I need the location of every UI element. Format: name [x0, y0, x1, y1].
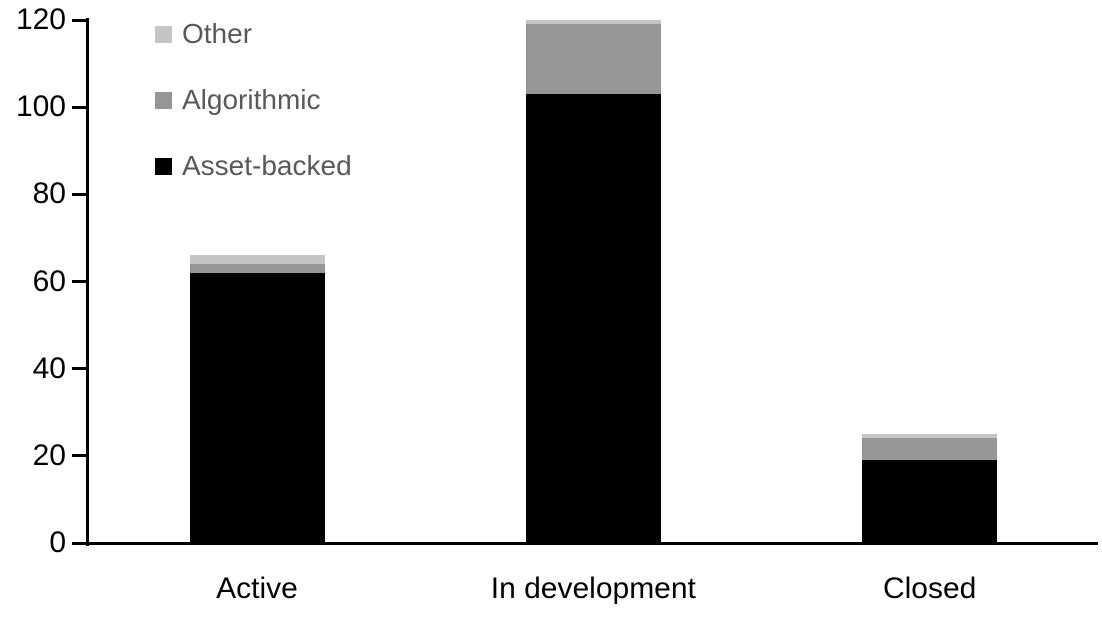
y-tick-mark	[72, 280, 86, 283]
legend-label: Other	[182, 18, 253, 49]
x-category-label-closed: Closed	[882, 572, 977, 605]
legend: Other Algorithmic Asset-backed	[155, 19, 352, 181]
legend-item-algorithmic: Algorithmic	[155, 85, 352, 115]
x-axis-line	[86, 542, 1098, 545]
bar-column-in-development	[526, 20, 661, 543]
legend-item-asset-backed: Asset-backed	[155, 151, 352, 181]
x-category-label-in-development: In development	[490, 572, 696, 605]
bar-segment-asset-backed	[189, 272, 325, 543]
legend-label: Algorithmic	[182, 84, 321, 115]
legend-label: Asset-backed	[182, 150, 352, 181]
y-tick-label-80: 80	[32, 177, 66, 211]
bar-segment-asset-backed	[526, 94, 661, 543]
legend-swatch-icon	[155, 157, 172, 175]
y-tick-mark	[72, 367, 86, 371]
legend-item-other: Other	[155, 19, 352, 49]
bar-segment-algorithmic	[526, 24, 661, 95]
y-axis-line	[86, 18, 89, 546]
x-category-label-active: Active	[216, 572, 298, 605]
bar-segment-algorithmic	[189, 264, 325, 273]
y-tick-mark	[72, 454, 86, 458]
legend-swatch-icon	[155, 91, 172, 109]
bar-segment-asset-backed	[862, 460, 998, 543]
bar-segment-other	[189, 255, 325, 265]
y-tick-mark	[72, 105, 86, 109]
y-tick-label-20: 20	[32, 438, 66, 472]
y-tick-mark	[72, 18, 86, 22]
y-tick-label-40: 40	[32, 351, 66, 385]
y-tick-mark	[72, 541, 86, 545]
bar-segment-other	[526, 20, 661, 25]
y-tick-label-100: 100	[15, 90, 66, 124]
legend-swatch-icon	[155, 25, 172, 43]
bar-segment-other	[862, 434, 998, 439]
y-tick-mark	[72, 192, 86, 196]
y-tick-label-0: 0	[49, 526, 66, 559]
plot-area: 0 20 40 60 80 100 120 Active In development Close…	[16, 3, 1098, 605]
y-tick-label-60: 60	[32, 264, 66, 298]
bar-column-active	[189, 20, 325, 543]
bar-segment-algorithmic	[862, 438, 998, 461]
bar-column-closed	[862, 20, 998, 543]
y-tick-label-120: 120	[15, 3, 66, 36]
